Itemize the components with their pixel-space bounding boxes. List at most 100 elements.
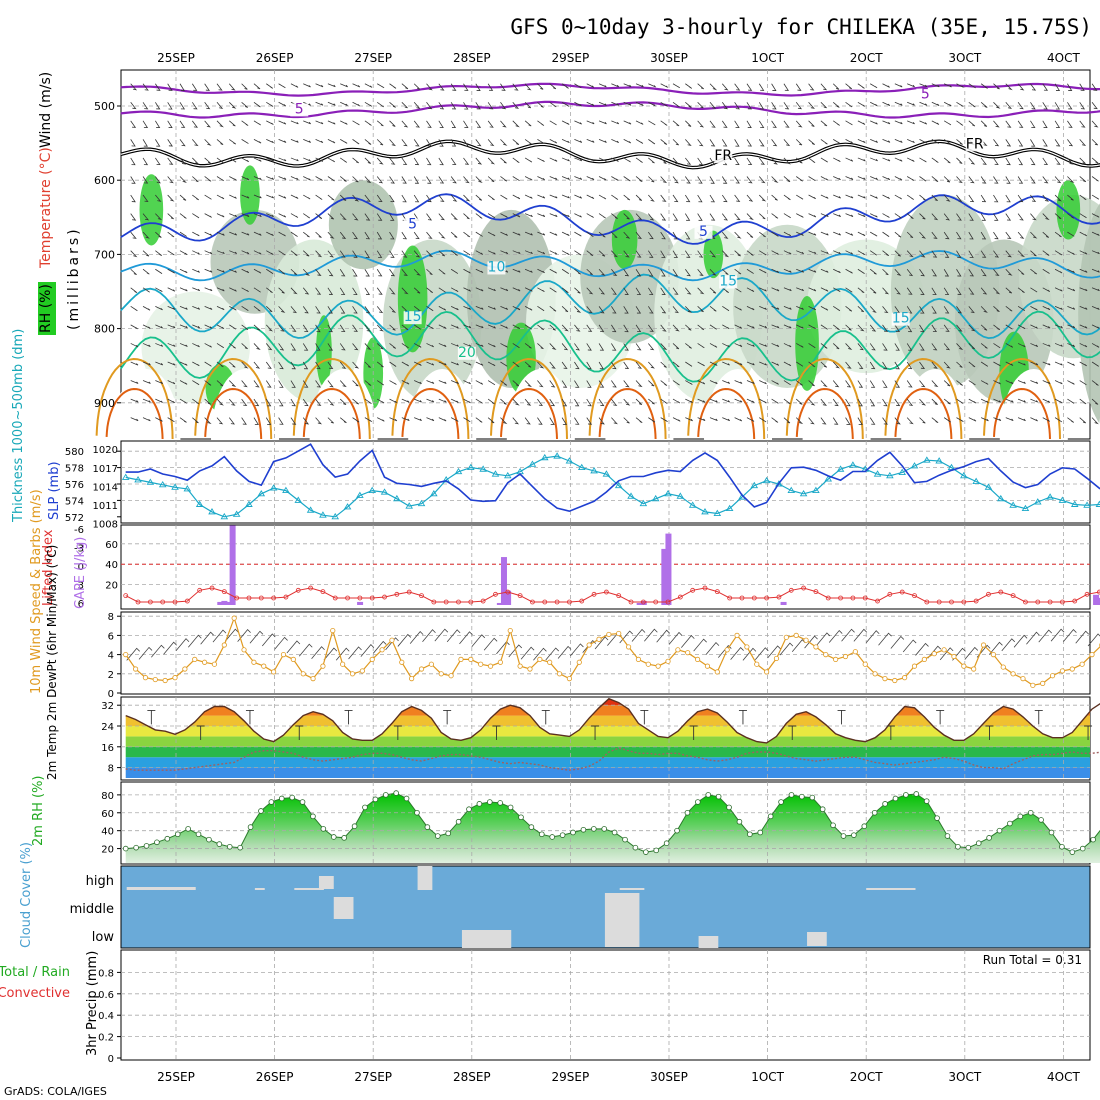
wind-barb bbox=[882, 250, 890, 257]
wind-barb bbox=[796, 324, 804, 329]
thickness-marker bbox=[651, 494, 660, 502]
wind-barb bbox=[401, 268, 408, 277]
wind-barb bbox=[882, 380, 888, 388]
wind-barb bbox=[413, 231, 420, 240]
wind-barb bbox=[820, 250, 829, 255]
wind-speed-marker bbox=[547, 659, 553, 665]
wind-barb bbox=[586, 380, 592, 388]
dry-upper-region bbox=[122, 71, 1089, 152]
wind-speed-marker bbox=[1089, 651, 1095, 658]
wind-barb bbox=[278, 101, 286, 107]
wind-barb bbox=[734, 287, 742, 293]
wind-barb bbox=[500, 231, 508, 236]
wind-barb bbox=[611, 194, 619, 200]
wind-barb bbox=[302, 361, 309, 370]
wind-barb bbox=[697, 306, 704, 313]
wind-barb bbox=[906, 417, 914, 425]
wind-speed-series bbox=[123, 615, 1100, 688]
wind-barb bbox=[524, 380, 533, 388]
wind-barb bbox=[475, 305, 484, 310]
wind-barb bbox=[130, 139, 136, 147]
wind-barb bbox=[833, 176, 841, 181]
wind-barb bbox=[253, 268, 262, 274]
wind-barb bbox=[623, 398, 631, 406]
li-marker bbox=[838, 595, 843, 601]
wind-barb bbox=[709, 324, 717, 330]
wind-barb bbox=[253, 101, 261, 108]
rh-marker bbox=[861, 823, 868, 829]
wind-barb bbox=[697, 343, 705, 349]
temp-band bbox=[125, 698, 1090, 706]
wind-barb bbox=[327, 417, 334, 424]
wind-barb bbox=[783, 231, 792, 237]
wind-barb bbox=[709, 268, 717, 276]
contour-label: 15 bbox=[404, 309, 422, 325]
li-marker bbox=[850, 595, 856, 601]
rh-marker bbox=[871, 809, 878, 816]
wind-barb bbox=[364, 157, 371, 164]
top-date-label: 30SEP bbox=[650, 51, 688, 65]
contour-orange-30 bbox=[894, 387, 953, 440]
wind-barb bbox=[475, 194, 483, 201]
wind-barb bbox=[142, 398, 151, 403]
contour-orange-30 bbox=[302, 387, 361, 440]
wind-barb bbox=[672, 306, 679, 314]
wind-barb bbox=[524, 361, 532, 368]
wind-barb bbox=[216, 398, 224, 406]
wind-barb bbox=[993, 268, 1000, 277]
wind-barb bbox=[611, 157, 619, 162]
tick-label: 0.2 bbox=[98, 1033, 114, 1044]
thickness-marker bbox=[528, 460, 537, 467]
wind-barb bbox=[771, 417, 779, 423]
top-date-label: 29SEP bbox=[552, 51, 590, 65]
wind-barb bbox=[167, 231, 175, 238]
wind-barb bbox=[167, 83, 173, 91]
wind-barb bbox=[882, 157, 891, 162]
wind-barb bbox=[192, 305, 201, 310]
wind-barb bbox=[808, 287, 817, 292]
rh-marker bbox=[986, 835, 992, 841]
wind-barb bbox=[401, 287, 409, 295]
wind-barb bbox=[426, 83, 433, 91]
wind-barb bbox=[1091, 287, 1100, 292]
wind-barb-10m bbox=[557, 645, 572, 659]
wind-barb bbox=[857, 361, 864, 369]
run-total-label: Run Total = 0.31 bbox=[983, 953, 1082, 967]
wind-speed-marker bbox=[793, 632, 799, 639]
wind-barb bbox=[266, 120, 274, 125]
wind-barb bbox=[426, 231, 433, 239]
wind-barb bbox=[229, 250, 237, 255]
wind-barb bbox=[179, 157, 187, 165]
wind-barb bbox=[500, 83, 506, 91]
wind-barb bbox=[142, 120, 149, 128]
wind-speed-marker bbox=[389, 637, 395, 643]
wind-barb bbox=[783, 213, 791, 219]
wind-speed-marker bbox=[487, 663, 494, 669]
wind-barb bbox=[303, 176, 311, 181]
bottom-date-label: 3OCT bbox=[948, 1070, 981, 1084]
wind-barb bbox=[684, 194, 691, 203]
wind-barb-10m bbox=[483, 637, 498, 651]
wind-barb bbox=[635, 380, 643, 388]
wind-barb bbox=[722, 287, 729, 293]
li-marker bbox=[320, 589, 326, 595]
rh-marker bbox=[726, 804, 732, 811]
wind-barb bbox=[635, 324, 642, 333]
wind-barb-10m bbox=[237, 629, 251, 642]
ylabel-rh: RH (%) bbox=[38, 284, 54, 333]
wind-barb bbox=[401, 120, 409, 128]
li-marker bbox=[505, 589, 511, 595]
rh-marker bbox=[528, 824, 535, 830]
wind-barb bbox=[660, 306, 667, 314]
wind-speed-marker bbox=[1010, 671, 1016, 677]
wind-barb bbox=[882, 343, 888, 351]
wind-speed-marker bbox=[704, 663, 711, 669]
wind-barb bbox=[561, 101, 570, 107]
wind-barb bbox=[574, 83, 582, 89]
wind-barb bbox=[771, 380, 779, 385]
wind-barb bbox=[943, 176, 951, 183]
wind-barb bbox=[426, 287, 434, 294]
wind-barb bbox=[623, 324, 629, 333]
wind-barb-10m bbox=[878, 632, 892, 646]
